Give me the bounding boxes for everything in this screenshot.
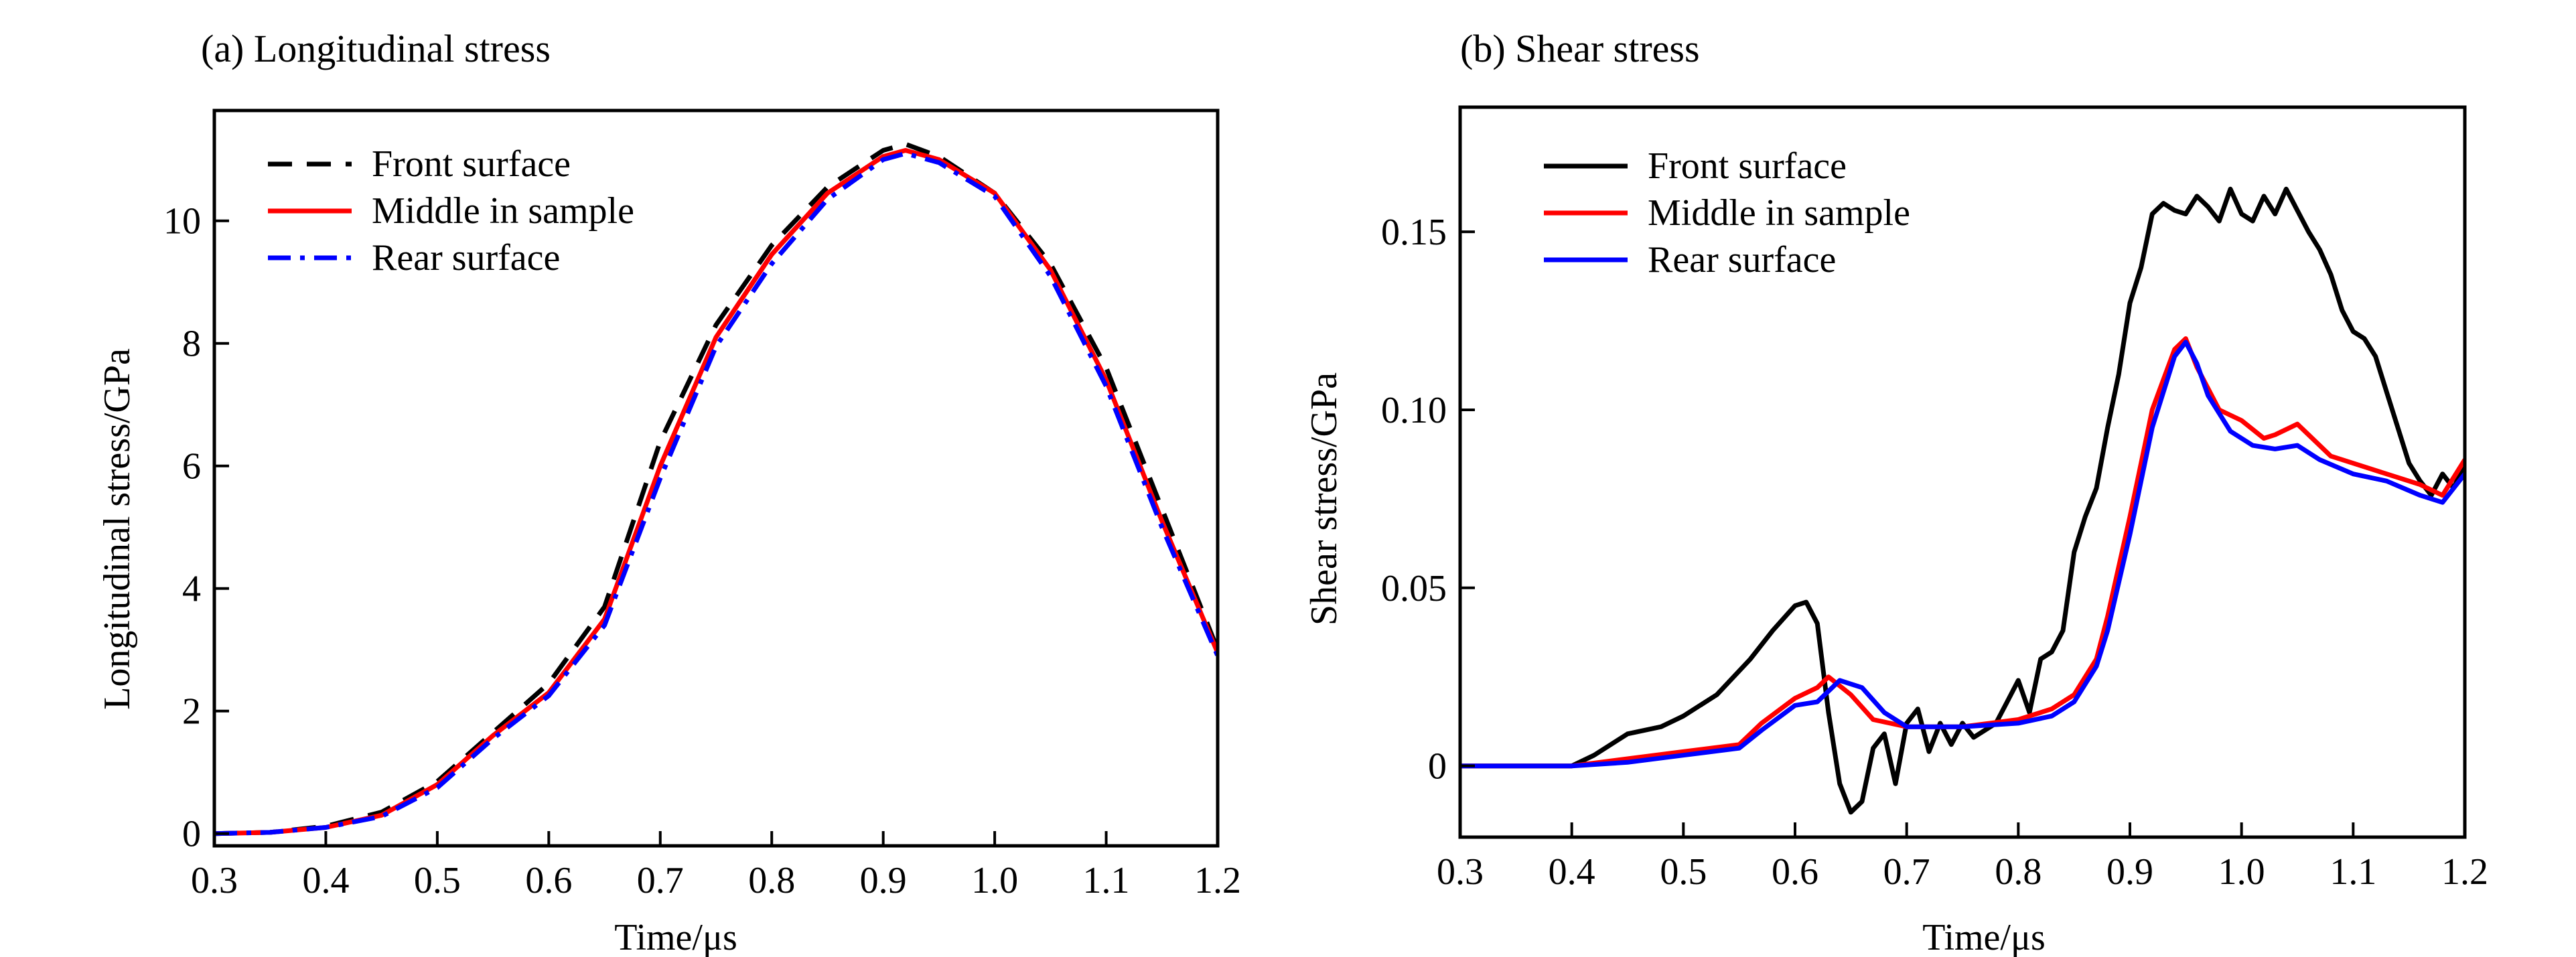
panel-a-x-tick-label: 0.4 [302, 860, 349, 901]
panel-b-x-tick-label: 1.0 [2218, 851, 2265, 893]
panel-a-y-axis-label: Longitudinal stress/GPa [96, 348, 138, 710]
panel-b-x-tick-label: 0.4 [1549, 851, 1595, 893]
panel-a-x-tick-label: 0.5 [414, 860, 461, 901]
panel-b-x-tick-label: 0.3 [1437, 851, 1484, 893]
panel-b-legend-label: Front surface [1648, 145, 1847, 187]
panel-b-x-tick-label: 0.9 [2106, 851, 2153, 893]
panel-a-x-tick-label: 1.0 [971, 860, 1018, 901]
panel-b-x-tick-label: 1.2 [2441, 851, 2488, 893]
panel-b-x-tick-label: 0.6 [1772, 851, 1818, 893]
panel-a-x-axis-label: Time/μs [614, 917, 737, 957]
panel-b-x-tick-label: 0.8 [1995, 851, 2042, 893]
panel-a-series-middle-in-sample-line [214, 148, 1218, 836]
panel-b-x-axis-label: Time/μs [1922, 917, 2046, 957]
panel-a-x-tick-label: 0.7 [637, 860, 684, 901]
panel-b-legend: Front surface Middle in sample Rear surfac… [1544, 145, 1910, 281]
panel-a-title: (a) Longitudinal stress [201, 27, 551, 70]
panel-b-y-tick-label: 0.15 [1381, 212, 1447, 253]
panel-a-series-front-surface-line [214, 141, 1218, 836]
panel-a-y-tick-label: 0 [182, 814, 201, 855]
panel-b-series-rear-surface-line [1460, 340, 2465, 769]
panel-b-plot-area [1460, 186, 2465, 815]
panel-b-legend-label: Middle in sample [1648, 192, 1910, 234]
panel-a-x-tick-label: 0.3 [191, 860, 238, 901]
panel-a-x-tick-label: 0.6 [525, 860, 572, 901]
panel-b-series-middle-in-sample-line [1460, 336, 2465, 769]
panel-a-y-tick-label: 10 [163, 201, 201, 242]
panel-a-x-tick-label: 0.9 [860, 860, 907, 901]
panel-b-plot-frame [1458, 105, 2467, 839]
panel-b-x-tick-label: 0.7 [1883, 851, 1930, 893]
panel-a-plot-frame [212, 108, 1220, 848]
panel-a-legend: Front surface Middle in sample Rear surfac… [268, 143, 634, 279]
panel-a-y-tick-label: 4 [182, 569, 201, 610]
panel-b-title: (b) Shear stress [1460, 27, 1700, 70]
panel-a-series-rear-surface-line [214, 151, 1218, 836]
panel-a-x-tick-label: 1.1 [1083, 860, 1130, 901]
panel-b-y-tick-label: 0.05 [1381, 568, 1447, 609]
panel-b-x-tick-label: 1.1 [2330, 851, 2376, 893]
panel-b-y-tick-label: 0.10 [1381, 390, 1447, 431]
panel-a-legend-label: Middle in sample [372, 190, 634, 232]
panel-a-x-tick-label: 0.8 [748, 860, 795, 901]
panel-b-y-axis-label: Shear stress/GPa [1303, 372, 1345, 625]
panel-a-x-tick-label: 1.2 [1194, 860, 1241, 901]
panel-a-legend-label: Front surface [372, 143, 571, 185]
panel-b-series-front-surface-line [1460, 186, 2465, 815]
panel-a-y-tick-label: 8 [182, 323, 201, 365]
panel-b-legend-label: Rear surface [1648, 239, 1836, 281]
panel-b-y-tick-label: 0 [1428, 746, 1447, 788]
panel-a-y-tick-label: 6 [182, 446, 201, 488]
panel-a-y-tick-label: 2 [182, 691, 201, 733]
panel-a-legend-label: Rear surface [372, 237, 560, 279]
panel-b-x-tick-label: 0.5 [1660, 851, 1707, 893]
panel-a-longitudinal-stress: (a) Longitudinal stress Time/μs Longitud… [96, 27, 1241, 957]
panel-a-plot-area [214, 141, 1218, 836]
panel-b-shear-stress: (b) Shear stress Time/μs Shear stress/GP… [1303, 27, 2488, 957]
